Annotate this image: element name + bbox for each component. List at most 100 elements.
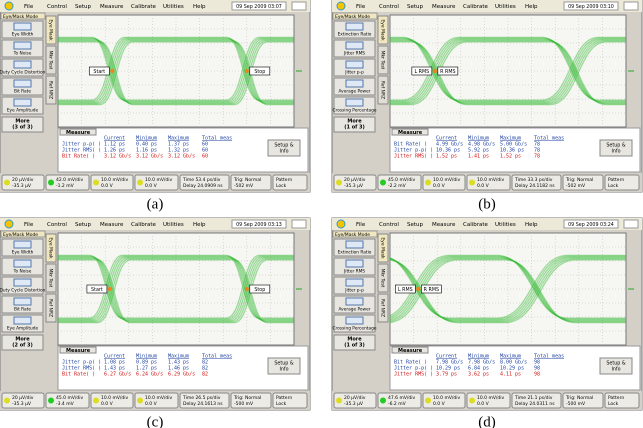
- marker-label: Stop: [254, 287, 265, 293]
- setup-label: Info: [279, 149, 288, 155]
- side-button-label: Eye Amplitude: [7, 326, 39, 332]
- status-text: 10.0 mV/div: [101, 177, 129, 183]
- side-button-label: Jitter RMS: [343, 51, 365, 57]
- status-text: 42.0 mV/div: [56, 177, 84, 183]
- close-box: [624, 220, 638, 228]
- row-value: 3.62 ps: [468, 372, 489, 378]
- status-text: Pattern: [608, 395, 624, 401]
- scope-screenshot: FileControlSetupMeasureCalibrateUtilitie…: [332, 218, 642, 410]
- status-text: 10.0 mV/div: [477, 177, 505, 183]
- status-text: 45.0 mV/div: [388, 177, 416, 183]
- status-text: Trig: Normal: [233, 177, 261, 183]
- side-icon: [346, 23, 363, 30]
- status-text: Pattern: [608, 177, 624, 183]
- side-icon: [14, 241, 31, 248]
- caption: (c): [147, 414, 164, 428]
- side-tab-label: Mkr Test: [48, 51, 54, 70]
- row-value: 6.29 Gb/s: [168, 372, 195, 378]
- status-text: 20 µV/div: [344, 395, 366, 401]
- status-text: Lock: [276, 183, 287, 189]
- row-value: 1.52 ps: [500, 154, 521, 160]
- menu-item: Setup: [75, 222, 92, 228]
- status-text: 0.0 V: [145, 401, 158, 407]
- marker-dot: [416, 287, 420, 291]
- setup-label: Setup &: [606, 361, 625, 367]
- channel-icon: [336, 180, 342, 186]
- menu-item: Setup: [407, 4, 424, 10]
- side-button-label: Duty Cycle Distortion: [0, 288, 46, 294]
- side-button-label: Extinction Ratio: [338, 32, 372, 38]
- status-text: Lock: [276, 401, 287, 407]
- side-button-label: To Noise: [13, 269, 32, 275]
- status-text: -502 mV: [566, 183, 586, 189]
- channel-icon: [380, 398, 386, 404]
- marker-dot: [245, 287, 249, 291]
- menu-item: Calibrate: [131, 222, 157, 228]
- menu-item: Utilities: [163, 4, 184, 10]
- channel-icon: [93, 180, 99, 186]
- setup-label: Setup &: [606, 143, 625, 149]
- row-value: 60: [202, 154, 208, 160]
- status-text: 0.0 V: [477, 183, 490, 189]
- status-text: 20 µV/div: [12, 395, 34, 401]
- side-tab-label: Eye Mask: [48, 237, 54, 259]
- channel-icon: [4, 398, 10, 404]
- close-box: [292, 2, 306, 10]
- row-value: 3.12 Gb/s: [136, 154, 163, 160]
- marker-dot: [245, 69, 249, 73]
- status-text: 0.0 V: [145, 183, 158, 189]
- caption: (b): [478, 196, 496, 212]
- date-time: 09 Sep 2009 03:13: [236, 222, 282, 228]
- side-button-label: Jitter RMS: [343, 269, 365, 275]
- status-text: -2.2 mV: [388, 183, 407, 189]
- row-label: Bit Rate( ): [62, 154, 95, 160]
- status-text: Trig: Normal: [233, 395, 261, 401]
- side-icon: [346, 260, 363, 267]
- scope-screenshot: FileControlSetupMeasureCalibrateUtilitie…: [332, 0, 642, 192]
- caption: (d): [478, 414, 496, 428]
- caption: (a): [147, 196, 164, 212]
- status-text: Time 21.1 ps/div: [514, 395, 553, 401]
- status-text: Delay 24.0909 ns: [183, 183, 223, 189]
- channel-icon: [48, 180, 54, 186]
- menu-item: Measure: [100, 222, 124, 228]
- status-text: -500 mV: [234, 401, 254, 407]
- status-text: 0.0 V: [433, 401, 446, 407]
- side-button-label: Average Power: [338, 307, 370, 313]
- status-text: Delay 24.1613 ns: [183, 401, 223, 407]
- row-value: 82: [202, 372, 208, 378]
- marker-label: R RMS: [440, 69, 455, 75]
- marker-label: R RMS: [424, 287, 439, 293]
- more-label: (1 of 3): [344, 343, 365, 349]
- row-label: Bit Rate( ): [62, 372, 95, 378]
- side-button-label: Crossing Percentage: [333, 108, 377, 114]
- measure-tab-label: Measure: [66, 348, 91, 354]
- status-text: Time 53.4 ps/div: [182, 177, 221, 183]
- channel-icon: [336, 398, 342, 404]
- menu-item: File: [24, 4, 34, 10]
- side-button-label: Eye Amplitude: [7, 108, 39, 114]
- scope-screenshot: FileControlSetupMeasureCalibrateUtilitie…: [0, 0, 310, 192]
- side-tab-label: Ref NRZ: [380, 299, 386, 317]
- menu-item: Measure: [432, 4, 456, 10]
- side-icon: [14, 61, 31, 68]
- channel-icon: [469, 398, 475, 404]
- menu-item: Utilities: [495, 222, 516, 228]
- side-icon: [346, 241, 363, 248]
- side-button-label: Bit Rate: [14, 307, 31, 313]
- side-button-label: Eye Width: [12, 250, 34, 256]
- status-text: -35.3 µV: [12, 183, 32, 189]
- side-icon: [346, 80, 363, 87]
- side-icon: [346, 279, 363, 286]
- logo: [337, 2, 345, 10]
- close-box: [292, 220, 306, 228]
- menu-item: Utilities: [495, 4, 516, 10]
- close-box: [624, 2, 638, 10]
- measure-tab-label: Measure: [398, 130, 423, 136]
- status-text: 20 µV/div: [344, 177, 366, 183]
- marker-label: Start: [91, 287, 103, 293]
- marker-label: L RMS: [398, 287, 413, 293]
- more-label: (1 of 3): [344, 125, 365, 131]
- status-text: 10.0 mV/div: [433, 177, 461, 183]
- status-text: 45.0 mV/div: [56, 395, 84, 401]
